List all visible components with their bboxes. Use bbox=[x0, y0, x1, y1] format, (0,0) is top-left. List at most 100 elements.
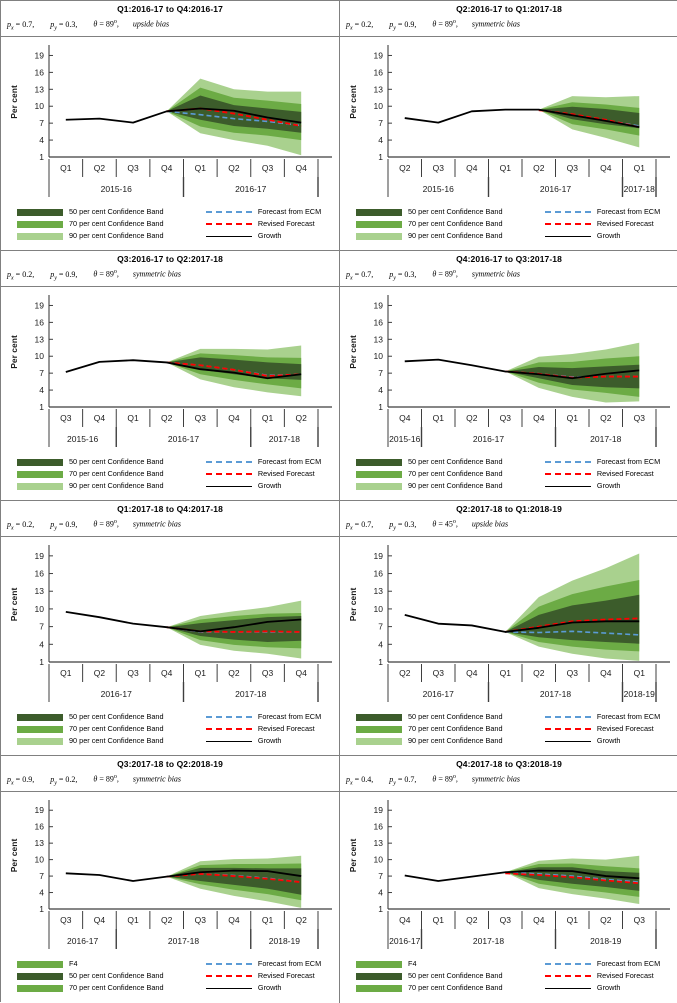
legend-row: 70 per cent Confidence Band Growth bbox=[1, 982, 339, 994]
param-bias: upside bias bbox=[471, 519, 509, 529]
y-tick-label: 19 bbox=[374, 51, 384, 61]
legend-swatch-icon bbox=[356, 220, 402, 228]
legend-key bbox=[1, 468, 67, 480]
legend-row: 50 per cent Confidence Band Forecast from… bbox=[340, 206, 677, 218]
legend-key bbox=[1, 480, 67, 492]
x-tick-label: Q2 bbox=[94, 163, 106, 173]
legend-row: 50 per cent Confidence Band Revised Forec… bbox=[1, 970, 339, 982]
x-tick-label: Q3 bbox=[433, 668, 445, 678]
legend-swatch-icon bbox=[356, 960, 402, 968]
y-tick-label: 1 bbox=[39, 657, 44, 667]
legend-swatch-icon bbox=[356, 482, 402, 490]
legend-label: F4 bbox=[69, 959, 78, 968]
legend-key bbox=[190, 958, 256, 970]
legend-swatch-icon bbox=[17, 984, 63, 992]
legend-label: Growth bbox=[257, 983, 282, 992]
param-py: 0.9, bbox=[65, 269, 78, 279]
ecm-forecast-line bbox=[505, 630, 640, 636]
legend-swatch-icon bbox=[356, 725, 402, 733]
y-axis-title: Per cent bbox=[9, 839, 19, 873]
legend-swatch-icon bbox=[17, 482, 63, 490]
legend-row: 90 per cent Confidence Band Growth bbox=[340, 230, 677, 242]
panel-parameters: px = 0.2, py = 0.9, θ = 89o, symmetric bias bbox=[1, 265, 339, 288]
legend-key bbox=[1, 711, 67, 723]
y-axis-title: Per cent bbox=[348, 85, 358, 119]
x-tick-label: Q1 bbox=[433, 915, 445, 925]
legend-dash-icon bbox=[544, 473, 591, 476]
legend-swatch-icon bbox=[17, 220, 63, 228]
y-tick-label: 7 bbox=[39, 622, 44, 632]
legend-label: Forecast from ECM bbox=[596, 712, 661, 721]
year-group-label: 2017-18 bbox=[473, 936, 504, 946]
param-theta: 89 bbox=[105, 519, 114, 529]
x-tick-label: Q3 bbox=[500, 915, 512, 925]
x-tick-label: Q2 bbox=[228, 163, 240, 173]
panel-parameters: px = 0.2, py = 0.9, θ = 89o, symmetric bias bbox=[1, 515, 339, 538]
legend-swatch-icon bbox=[356, 208, 402, 216]
legend-row: 70 per cent Confidence Band Revised Forec… bbox=[1, 218, 339, 230]
x-tick-label: Q4 bbox=[228, 915, 240, 925]
x-tick-label: Q1 bbox=[127, 915, 139, 925]
x-tick-label: Q3 bbox=[195, 413, 207, 423]
param-bias: symmetric bias bbox=[132, 519, 182, 529]
param-bias: symmetric bias bbox=[471, 269, 521, 279]
x-tick-label: Q4 bbox=[466, 163, 478, 173]
growth-line bbox=[65, 611, 302, 633]
legend-row: F4 Forecast from ECM bbox=[340, 958, 677, 970]
year-group-label: 2016-17 bbox=[235, 184, 266, 194]
legend-row: 70 per cent Confidence Band Revised Forec… bbox=[340, 723, 677, 735]
y-tick-label: 16 bbox=[374, 318, 384, 328]
legend-label: Revised Forecast bbox=[596, 724, 654, 733]
x-tick-label: Q1 bbox=[500, 668, 512, 678]
legend-label: 70 per cent Confidence Band bbox=[69, 983, 164, 992]
legend-swatch-icon bbox=[17, 470, 63, 478]
legend-dash-icon bbox=[205, 975, 252, 978]
legend-key bbox=[190, 723, 256, 735]
growth-line bbox=[65, 359, 302, 380]
param-theta: 89 bbox=[105, 774, 114, 784]
param-px: 0.7, bbox=[22, 19, 35, 29]
y-tick-label: 7 bbox=[378, 368, 383, 378]
confidence-band bbox=[166, 357, 302, 381]
panel-title: Q1:2017-18 to Q4:2017-18 bbox=[117, 504, 223, 514]
param-theta: 45 bbox=[444, 519, 453, 529]
legend-solid-icon bbox=[544, 987, 591, 989]
legend-label: 70 per cent Confidence Band bbox=[408, 983, 503, 992]
x-tick-label: Q2 bbox=[600, 915, 612, 925]
year-group-label: 2016-17 bbox=[540, 184, 571, 194]
legend-key bbox=[190, 218, 256, 230]
legend-label: 50 per cent Confidence Band bbox=[69, 712, 164, 721]
legend-label: 50 per cent Confidence Band bbox=[408, 207, 503, 216]
legend-label: Revised Forecast bbox=[596, 971, 654, 980]
legend-row: 50 per cent Confidence Band Revised Forec… bbox=[340, 970, 677, 982]
y-tick-label: 19 bbox=[374, 551, 384, 561]
legend-key bbox=[190, 230, 256, 242]
x-tick-label: Q2 bbox=[466, 413, 478, 423]
legend-label: 70 per cent Confidence Band bbox=[69, 469, 164, 478]
y-tick-label: 16 bbox=[374, 68, 384, 78]
legend-label: 50 per cent Confidence Band bbox=[408, 971, 503, 980]
fan-chart-plot: 1 4 7 10 13 16 19 Per cent Q3 Q4 Q1 Q2 Q3 Q4 Q1 Q2 2015-… bbox=[9, 295, 332, 448]
y-tick-label: 19 bbox=[35, 301, 45, 311]
legend-row: 50 per cent Confidence Band Forecast from… bbox=[340, 711, 677, 723]
fan-chart-plot: 1 4 7 10 13 16 19 Per cent Q1 Q2 Q3 Q4 Q1 Q2 Q3 Q4 2016-… bbox=[9, 545, 332, 703]
y-tick-label: 7 bbox=[39, 871, 44, 881]
fan-chart-plot: 1 4 7 10 13 16 19 Per cent Q4 Q1 Q2 Q3 Q4 Q1 Q2 Q3 2016-… bbox=[348, 800, 670, 950]
legend-label: Growth bbox=[596, 231, 621, 240]
x-tick-label: Q1 bbox=[195, 163, 207, 173]
year-group-label: 2015-16 bbox=[67, 434, 98, 444]
revised-forecast-line bbox=[505, 617, 640, 634]
legend-key bbox=[340, 723, 406, 735]
y-tick-label: 1 bbox=[378, 904, 383, 914]
growth-line bbox=[404, 614, 640, 634]
legend-dash-icon bbox=[544, 716, 591, 719]
legend-row: 70 per cent Confidence Band Revised Forec… bbox=[1, 468, 339, 480]
legend-label: Revised Forecast bbox=[596, 219, 654, 228]
y-axis-title: Per cent bbox=[348, 839, 358, 873]
y-tick-label: 4 bbox=[378, 888, 383, 898]
param-bias: symmetric bias bbox=[132, 774, 182, 784]
legend-label: 50 per cent Confidence Band bbox=[69, 457, 164, 466]
legend-row: 50 per cent Confidence Band Forecast from… bbox=[340, 456, 677, 468]
year-group-label: 2016-17 bbox=[67, 936, 98, 946]
legend-key bbox=[190, 982, 256, 994]
